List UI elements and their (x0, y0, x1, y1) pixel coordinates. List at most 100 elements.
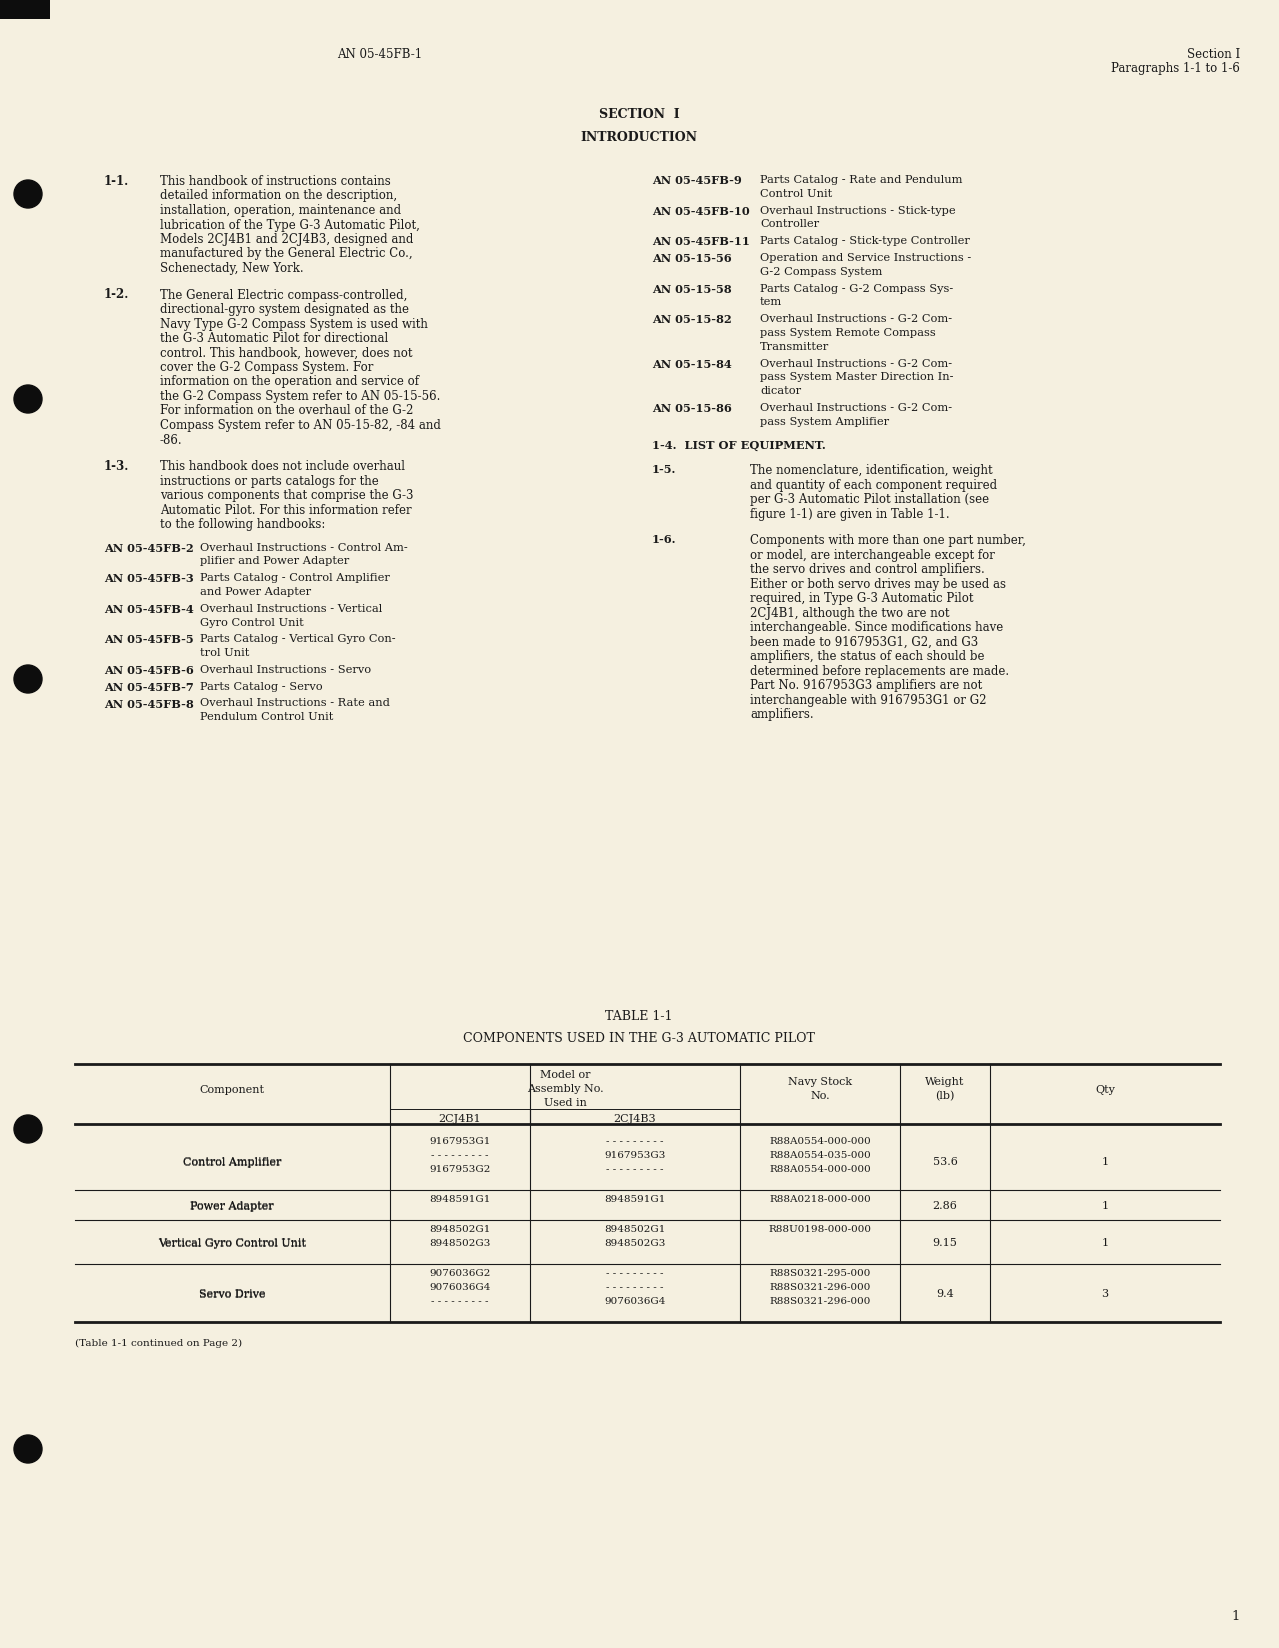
Text: Overhaul Instructions - Vertical: Overhaul Instructions - Vertical (200, 603, 382, 613)
Text: This handbook does not include overhaul: This handbook does not include overhaul (160, 460, 405, 473)
Text: AN 05-15-86: AN 05-15-86 (652, 402, 732, 414)
Text: AN 05-45FB-11: AN 05-45FB-11 (652, 236, 749, 247)
Text: - - - - - - - - -: - - - - - - - - - (431, 1297, 489, 1305)
Text: AN 05-45FB-3: AN 05-45FB-3 (104, 574, 193, 583)
Text: control. This handbook, however, does not: control. This handbook, however, does no… (160, 346, 413, 359)
Text: Controller: Controller (760, 219, 819, 229)
Text: Vertical Gyro Control Unit: Vertical Gyro Control Unit (159, 1238, 306, 1248)
Text: dicator: dicator (760, 386, 801, 396)
Text: R88A0218-000-000: R88A0218-000-000 (769, 1195, 871, 1203)
Text: 1-5.: 1-5. (652, 463, 677, 475)
Text: Navy Type G-2 Compass System is used with: Navy Type G-2 Compass System is used wit… (160, 318, 428, 330)
Text: 8948502G3: 8948502G3 (604, 1238, 665, 1248)
Text: Section I: Section I (1187, 48, 1241, 61)
Text: - - - - - - - - -: - - - - - - - - - (606, 1163, 664, 1173)
Text: figure 1-1) are given in Table 1-1.: figure 1-1) are given in Table 1-1. (749, 508, 949, 521)
Text: COMPONENTS USED IN THE G-3 AUTOMATIC PILOT: COMPONENTS USED IN THE G-3 AUTOMATIC PIL… (463, 1032, 815, 1045)
Text: AN 05-15-56: AN 05-15-56 (652, 252, 732, 264)
Text: Overhaul Instructions - G-2 Com-: Overhaul Instructions - G-2 Com- (760, 358, 952, 369)
Text: 1-2.: 1-2. (104, 288, 129, 302)
Text: Used in: Used in (544, 1098, 587, 1107)
Text: information on the operation and service of: information on the operation and service… (160, 376, 420, 389)
Text: Servo Drive: Servo Drive (198, 1289, 265, 1299)
Text: -86.: -86. (160, 433, 183, 447)
Circle shape (14, 386, 42, 414)
Text: 8948591G1: 8948591G1 (604, 1195, 665, 1203)
Text: interchangeable with 9167953G1 or G2: interchangeable with 9167953G1 or G2 (749, 694, 986, 707)
Circle shape (14, 1435, 42, 1463)
Text: AN 05-45FB-7: AN 05-45FB-7 (104, 681, 193, 692)
Text: Parts Catalog - Stick-type Controller: Parts Catalog - Stick-type Controller (760, 236, 969, 246)
Text: AN 05-45FB-9: AN 05-45FB-9 (652, 175, 742, 186)
Text: the G-2 Compass System refer to AN 05-15-56.: the G-2 Compass System refer to AN 05-15… (160, 391, 440, 402)
Text: Overhaul Instructions - Servo: Overhaul Instructions - Servo (200, 664, 371, 674)
Text: Power Adapter: Power Adapter (191, 1201, 274, 1211)
Text: 8948502G1: 8948502G1 (604, 1224, 665, 1233)
Text: amplifiers.: amplifiers. (749, 707, 813, 720)
Text: 9076036G2: 9076036G2 (430, 1269, 491, 1277)
Text: 8948591G1: 8948591G1 (430, 1195, 491, 1203)
Text: tem: tem (760, 297, 783, 307)
Text: No.: No. (810, 1091, 830, 1101)
Text: Weight: Weight (925, 1076, 964, 1086)
Text: 1: 1 (1232, 1608, 1241, 1622)
Text: SECTION  I: SECTION I (599, 107, 679, 120)
Text: Parts Catalog - Vertical Gyro Con-: Parts Catalog - Vertical Gyro Con- (200, 634, 395, 644)
Text: AN 05-15-84: AN 05-15-84 (652, 358, 732, 369)
Circle shape (14, 666, 42, 694)
Text: 9076036G4: 9076036G4 (604, 1297, 665, 1305)
Text: This handbook of instructions contains: This handbook of instructions contains (160, 175, 391, 188)
Text: (Table 1-1 continued on Page 2): (Table 1-1 continued on Page 2) (75, 1338, 242, 1348)
Text: and quantity of each component required: and quantity of each component required (749, 478, 998, 491)
Text: AN 05-45FB-1: AN 05-45FB-1 (338, 48, 422, 61)
Text: the G-3 Automatic Pilot for directional: the G-3 Automatic Pilot for directional (160, 331, 389, 344)
Text: 1: 1 (1101, 1157, 1109, 1167)
Text: pass System Remote Compass: pass System Remote Compass (760, 328, 936, 338)
Text: 9167953G1: 9167953G1 (430, 1137, 491, 1145)
Text: AN 05-45FB-2: AN 05-45FB-2 (104, 542, 193, 554)
Text: Assembly No.: Assembly No. (527, 1083, 604, 1093)
Text: 2.86: 2.86 (932, 1200, 958, 1210)
Text: pass System Master Direction In-: pass System Master Direction In- (760, 372, 954, 382)
Text: installation, operation, maintenance and: installation, operation, maintenance and (160, 204, 402, 218)
Text: 9167953G3: 9167953G3 (604, 1150, 665, 1159)
Text: pass System Amplifier: pass System Amplifier (760, 417, 889, 427)
Text: Overhaul Instructions - Stick-type: Overhaul Instructions - Stick-type (760, 206, 955, 216)
Text: R88A0554-035-000: R88A0554-035-000 (769, 1150, 871, 1159)
Text: Automatic Pilot. For this information refer: Automatic Pilot. For this information re… (160, 503, 412, 516)
Text: Overhaul Instructions - G-2 Com-: Overhaul Instructions - G-2 Com- (760, 402, 952, 412)
Text: AN 05-15-58: AN 05-15-58 (652, 283, 732, 295)
Text: 9.4: 9.4 (936, 1289, 954, 1299)
Text: been made to 9167953G1, G2, and G3: been made to 9167953G1, G2, and G3 (749, 634, 978, 648)
Text: 8948502G1: 8948502G1 (430, 1224, 491, 1233)
Circle shape (14, 181, 42, 209)
Text: Servo Drive: Servo Drive (198, 1289, 265, 1299)
Text: lubrication of the Type G-3 Automatic Pilot,: lubrication of the Type G-3 Automatic Pi… (160, 219, 420, 231)
Text: Overhaul Instructions - G-2 Com-: Overhaul Instructions - G-2 Com- (760, 315, 952, 325)
Text: Parts Catalog - Servo: Parts Catalog - Servo (200, 681, 322, 691)
Circle shape (14, 1116, 42, 1144)
FancyBboxPatch shape (0, 0, 50, 20)
Text: cover the G-2 Compass System. For: cover the G-2 Compass System. For (160, 361, 373, 374)
Text: Components with more than one part number,: Components with more than one part numbe… (749, 534, 1026, 547)
Text: Parts Catalog - Control Amplifier: Parts Catalog - Control Amplifier (200, 574, 390, 583)
Text: Part No. 9167953G3 amplifiers are not: Part No. 9167953G3 amplifiers are not (749, 679, 982, 692)
Text: Navy Stock: Navy Stock (788, 1076, 852, 1086)
Text: Models 2CJ4B1 and 2CJ4B3, designed and: Models 2CJ4B1 and 2CJ4B3, designed and (160, 232, 413, 246)
Text: Compass System refer to AN 05-15-82, -84 and: Compass System refer to AN 05-15-82, -84… (160, 419, 441, 432)
Text: G-2 Compass System: G-2 Compass System (760, 267, 883, 277)
Text: 8948502G3: 8948502G3 (430, 1238, 491, 1248)
Text: 53.6: 53.6 (932, 1157, 958, 1167)
Text: Pendulum Control Unit: Pendulum Control Unit (200, 712, 334, 722)
Text: 9076036G4: 9076036G4 (430, 1282, 491, 1292)
Text: trol Unit: trol Unit (200, 648, 249, 658)
Text: Power Adapter: Power Adapter (191, 1200, 274, 1210)
Text: 9.15: 9.15 (932, 1238, 958, 1248)
Text: the servo drives and control amplifiers.: the servo drives and control amplifiers. (749, 562, 985, 575)
Text: per G-3 Automatic Pilot installation (see: per G-3 Automatic Pilot installation (se… (749, 493, 989, 506)
Text: detailed information on the description,: detailed information on the description, (160, 190, 396, 203)
Text: - - - - - - - - -: - - - - - - - - - (431, 1150, 489, 1159)
Text: AN 05-45FB-4: AN 05-45FB-4 (104, 603, 193, 615)
Text: Schenectady, New York.: Schenectady, New York. (160, 262, 303, 275)
Text: R88S0321-295-000: R88S0321-295-000 (769, 1269, 871, 1277)
